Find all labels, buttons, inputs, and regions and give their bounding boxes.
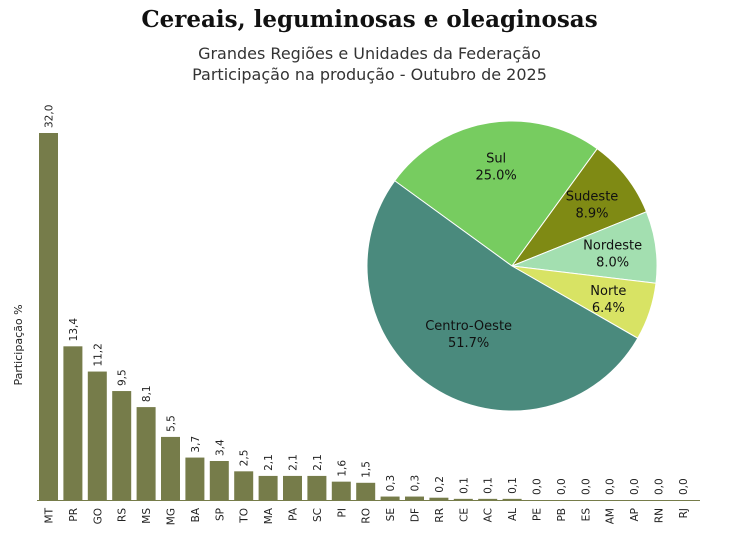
tick-label-ap: AP (629, 508, 641, 522)
y-axis-label: Participação % (12, 304, 25, 385)
pie-slice-sul (393, 120, 598, 267)
value-label-rs: 9,5 (117, 369, 129, 386)
tick-label-rs: RS (117, 508, 129, 522)
bar-pr (63, 346, 83, 500)
tick-label-go: GO (92, 508, 104, 524)
pie-label-norte: Norte (590, 284, 626, 299)
value-label-ro: 1,5 (361, 461, 373, 478)
tick-label-ba: BA (190, 507, 202, 522)
bar-to (234, 471, 254, 500)
value-label-rj: 0,0 (678, 478, 690, 495)
value-label-ap: 0,0 (629, 478, 641, 495)
bar-df (405, 496, 424, 500)
value-label-pe: 0,0 (532, 478, 544, 495)
bar-pi (331, 481, 351, 500)
bar-ba (185, 457, 205, 500)
value-label-ac: 0,1 (483, 477, 495, 494)
bar-pa (283, 475, 302, 500)
bar-chart: Participação % 32,0 MT 13,4 PR 11,2 GO 9,5 RS 8,1… (12, 105, 700, 525)
bar-ms (136, 407, 156, 500)
tick-label-pb: PB (556, 508, 568, 522)
pie-value-norte: 6.4% (592, 301, 625, 316)
value-label-se: 0,3 (385, 475, 397, 492)
tick-label-rn: RN (654, 508, 666, 523)
tick-label-rr: RR (434, 508, 446, 523)
value-label-ma: 2,1 (263, 454, 275, 471)
chart-subtitle-line1: Grandes Regiões e Unidades da Federação (198, 44, 541, 63)
bar-rs (112, 391, 132, 500)
pie-label-sudeste: Sudeste (566, 190, 619, 205)
tick-label-rj: RJ (678, 508, 690, 518)
tick-label-ma: MA (263, 507, 275, 524)
pie-slice-centro-oeste (366, 180, 639, 412)
bar-al (502, 498, 522, 500)
pie-label-centro-oeste: Centro-Oeste (425, 319, 512, 334)
tick-label-ro: RO (361, 508, 373, 524)
bar-go (87, 371, 107, 500)
tick-label-al: AL (507, 508, 519, 521)
bar-rr (429, 497, 449, 500)
bar-sc (307, 475, 327, 500)
tick-label-sp: SP (214, 508, 226, 521)
tick-label-ce: CE (458, 508, 470, 522)
value-label-rr: 0,2 (434, 476, 446, 493)
bar-ce (453, 498, 473, 500)
value-label-mg: 5,5 (166, 415, 178, 432)
tick-label-es: ES (580, 508, 592, 522)
pie-label-nordeste: Nordeste (583, 239, 642, 254)
pie-value-sudeste: 8.9% (575, 207, 608, 222)
tick-label-pa: PA (288, 507, 300, 521)
tick-label-mg: MG (166, 508, 178, 525)
value-label-df: 0,3 (410, 475, 422, 492)
tick-label-mt: MT (44, 507, 56, 523)
bar-se (380, 496, 400, 500)
pie-value-nordeste: 8.0% (596, 256, 629, 271)
tick-label-df: DF (410, 508, 422, 522)
value-label-am: 0,0 (605, 478, 617, 495)
value-label-pb: 0,0 (556, 478, 568, 495)
pie-label-sul: Sul (486, 152, 506, 167)
value-label-go: 11,2 (92, 343, 104, 366)
tick-label-pe: PE (532, 508, 544, 521)
tick-label-ms: MS (141, 508, 153, 524)
value-label-ce: 0,1 (458, 477, 470, 494)
value-label-to: 2,5 (239, 450, 251, 467)
bar-sp (209, 461, 229, 500)
value-label-sc: 2,1 (312, 454, 324, 471)
value-label-es: 0,0 (580, 478, 592, 495)
value-label-rn: 0,0 (654, 478, 666, 495)
bar-ac (478, 498, 498, 500)
value-label-mt: 32,0 (44, 105, 56, 128)
bar-ro (356, 482, 376, 500)
value-label-ms: 8,1 (141, 385, 153, 402)
tick-label-sc: SC (312, 508, 324, 522)
chart-subtitle-line2: Participação na produção - Outubro de 20… (192, 65, 547, 84)
tick-label-pr: PR (68, 508, 80, 522)
value-label-sp: 3,4 (214, 439, 226, 456)
tick-label-se: SE (385, 508, 397, 521)
value-label-pa: 2,1 (288, 454, 300, 471)
tick-label-to: TO (239, 508, 251, 524)
bar-mt (39, 133, 58, 500)
pie-value-sul: 25.0% (475, 169, 516, 184)
tick-label-ac: AC (483, 508, 495, 522)
value-label-pr: 13,4 (68, 318, 80, 342)
value-label-ba: 3,7 (190, 436, 202, 453)
tick-label-am: AM (605, 508, 617, 524)
bar-ma (258, 475, 278, 500)
value-label-pi: 1,6 (336, 460, 348, 477)
pie-value-centro-oeste: 51.7% (448, 336, 489, 351)
tick-label-pi: PI (336, 508, 348, 517)
chart-title: Cereais, leguminosas e oleaginosas (141, 6, 598, 33)
pie-chart: Sul 25.0% Sudeste 8.9% Nordeste 8.0% Norte 6.4%… (366, 120, 658, 412)
pie-slice-sudeste (510, 147, 648, 268)
bar-mg (161, 436, 180, 500)
value-label-al: 0,1 (507, 477, 519, 494)
